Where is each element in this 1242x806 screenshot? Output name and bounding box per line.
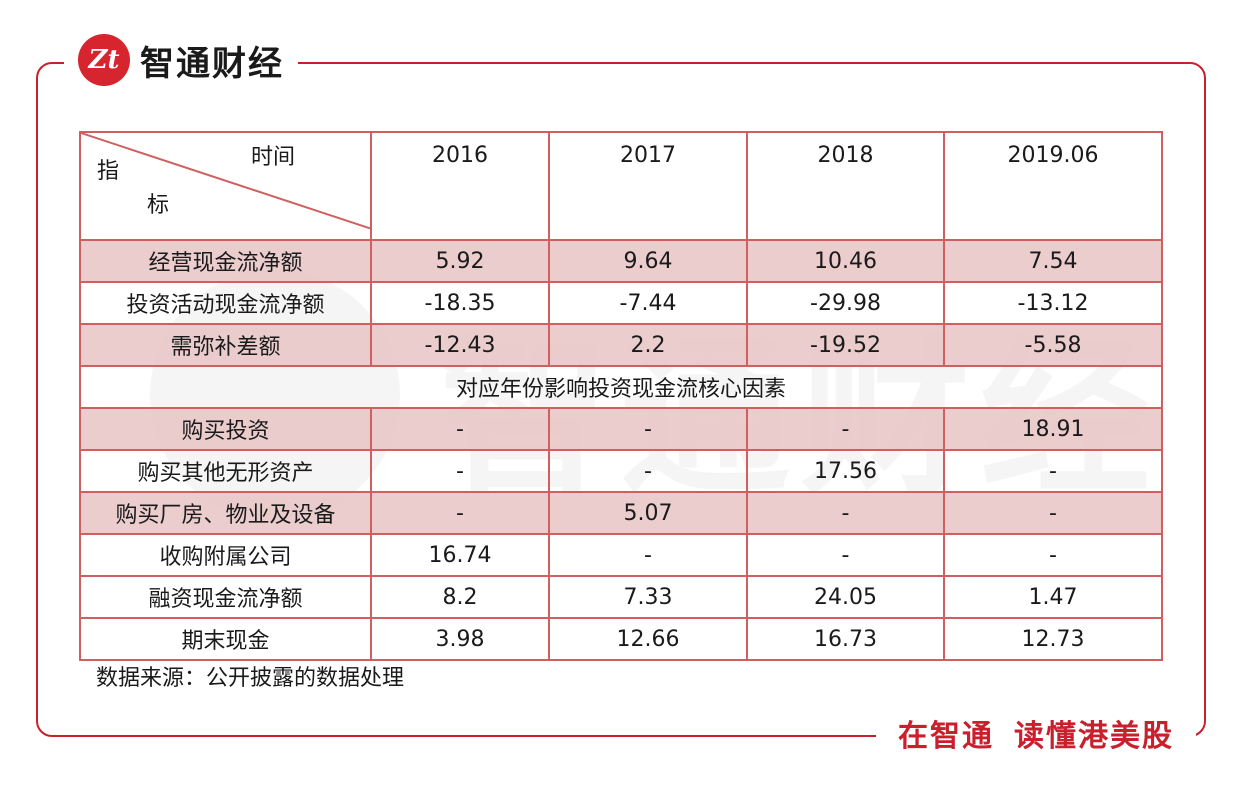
table-cell: 3.98: [370, 617, 550, 661]
table-cell: -: [370, 491, 550, 535]
slogan: 在智通 读懂港美股: [876, 712, 1196, 762]
table-cell: -: [548, 449, 748, 493]
table-cell: -12.43: [370, 323, 550, 367]
table-cell: 12.66: [548, 617, 748, 661]
table-cell: -: [943, 491, 1163, 535]
source-note: 数据来源：公开披露的数据处理: [96, 666, 405, 691]
diagonal-header-cell: 时间 指 标: [79, 131, 372, 241]
table-header-row: 时间 指 标 2016 2017 2018 2019.06: [79, 131, 1163, 241]
table-row: 收购附属公司 16.74 - - -: [79, 533, 1163, 577]
row-label: 经营现金流净额: [79, 239, 372, 283]
table-cell: 24.05: [746, 575, 945, 619]
table-cell: 9.64: [548, 239, 748, 283]
table-cell: -: [943, 533, 1163, 577]
table-cell: 7.33: [548, 575, 748, 619]
table-cell: -: [746, 491, 945, 535]
table-cell: 7.54: [943, 239, 1163, 283]
cashflow-table: 时间 指 标 2016 2017 2018 2019.06 经营现金流净额 5.…: [79, 131, 1163, 661]
table-row: 期末现金 3.98 12.66 16.73 12.73: [79, 617, 1163, 661]
diagonal-line: [81, 133, 372, 229]
table-row: 需弥补差额 -12.43 2.2 -19.52 -5.58: [79, 323, 1163, 367]
header-year: 2017: [548, 131, 748, 241]
table-row: 融资现金流净额 8.2 7.33 24.05 1.47: [79, 575, 1163, 619]
row-label: 收购附属公司: [79, 533, 372, 577]
row-label: 投资活动现金流净额: [79, 281, 372, 325]
table-cell: 2.2: [548, 323, 748, 367]
table-row: 购买其他无形资产 - - 17.56 -: [79, 449, 1163, 493]
logo-icon: Zt: [78, 34, 130, 86]
table-cell: -: [548, 407, 748, 451]
table-cell: 16.74: [370, 533, 550, 577]
table-cell: -: [370, 449, 550, 493]
header-year: 2018: [746, 131, 945, 241]
table-row: 经营现金流净额 5.92 9.64 10.46 7.54: [79, 239, 1163, 283]
table-cell: 8.2: [370, 575, 550, 619]
table-cell: -: [943, 449, 1163, 493]
content-frame: [36, 62, 1206, 737]
section-title: 对应年份影响投资现金流核心因素: [79, 365, 1163, 409]
slogan-part-1: 在智通: [898, 719, 994, 754]
table-cell: -: [746, 533, 945, 577]
section-row: 对应年份影响投资现金流核心因素: [79, 365, 1163, 409]
table-cell: 5.07: [548, 491, 748, 535]
table-cell: -: [548, 533, 748, 577]
table-cell: -: [746, 407, 945, 451]
table-cell: 16.73: [746, 617, 945, 661]
table-cell: -18.35: [370, 281, 550, 325]
header-indicator-bottom: 标: [147, 193, 170, 218]
table-cell: 1.47: [943, 575, 1163, 619]
table-cell: -5.58: [943, 323, 1163, 367]
table-cell: 18.91: [943, 407, 1163, 451]
brand-name: 智通财经: [140, 43, 284, 84]
slogan-part-2: 读懂港美股: [1014, 719, 1174, 754]
table-row: 投资活动现金流净额 -18.35 -7.44 -29.98 -13.12: [79, 281, 1163, 325]
table-row: 购买投资 - - - 18.91: [79, 407, 1163, 451]
header-year: 2019.06: [943, 131, 1163, 241]
table-cell: -19.52: [746, 323, 945, 367]
table-cell: 17.56: [746, 449, 945, 493]
row-label: 期末现金: [79, 617, 372, 661]
table-row: 购买厂房、物业及设备 - 5.07 - -: [79, 491, 1163, 535]
row-label: 购买厂房、物业及设备: [79, 491, 372, 535]
row-label: 融资现金流净额: [79, 575, 372, 619]
table-cell: -13.12: [943, 281, 1163, 325]
header-year: 2016: [370, 131, 550, 241]
row-label: 购买其他无形资产: [79, 449, 372, 493]
row-label: 购买投资: [79, 407, 372, 451]
table-cell: -: [370, 407, 550, 451]
table-cell: 10.46: [746, 239, 945, 283]
table-cell: -7.44: [548, 281, 748, 325]
header-indicator-top: 指: [97, 159, 120, 184]
header-time-label: 时间: [251, 145, 296, 170]
table-cell: 5.92: [370, 239, 550, 283]
brand-logo: Zt 智通财经: [64, 30, 298, 90]
row-label: 需弥补差额: [79, 323, 372, 367]
table-cell: -29.98: [746, 281, 945, 325]
table-cell: 12.73: [943, 617, 1163, 661]
